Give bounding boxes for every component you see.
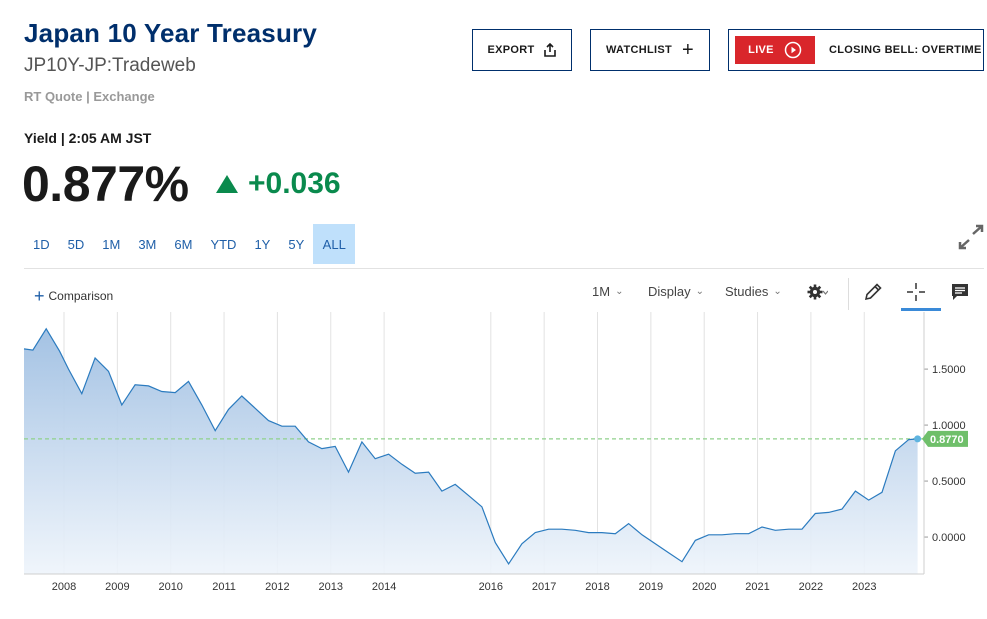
last-value-marker (914, 435, 922, 443)
export-label: EXPORT (487, 44, 535, 56)
range-5d[interactable]: 5D (67, 236, 85, 252)
x-tick-label: 2014 (372, 581, 396, 593)
chevron-down-icon: ⌄ (615, 286, 624, 297)
studies-dropdown[interactable]: Studies ⌄ (725, 284, 782, 299)
range-1d[interactable]: 1D (33, 236, 50, 252)
x-tick-label: 2022 (799, 581, 823, 593)
x-tick-label: 2013 (319, 581, 343, 593)
x-tick-label: 2020 (692, 581, 716, 593)
plus-icon: + (34, 286, 45, 306)
x-tick-label: 2019 (639, 581, 663, 593)
yield-timestamp: Yield | 2:05 AM JST (24, 130, 152, 146)
range-1y[interactable]: 1Y (254, 236, 271, 252)
interval-label: 1M (592, 284, 611, 299)
x-tick-label: 2016 (479, 581, 503, 593)
interval-dropdown[interactable]: 1M ⌄ (592, 284, 623, 299)
chevron-down-icon: ⌄ (695, 286, 705, 297)
rt-quote-label: RT Quote | Exchange (24, 89, 155, 104)
x-tick-label: 2010 (158, 581, 182, 593)
live-closing-bell-button[interactable]: LIVE CLOSING BELL: OVERTIME (728, 29, 984, 71)
crosshair-icon[interactable] (905, 281, 927, 303)
play-circle-icon (784, 41, 802, 59)
range-3m[interactable]: 3M (138, 236, 157, 252)
watchlist-button[interactable]: WATCHLIST + (590, 29, 710, 71)
price-value: 0.877% (22, 156, 189, 212)
studies-label: Studies (725, 284, 769, 299)
yield-line (23, 327, 918, 566)
display-label: Display (648, 284, 691, 299)
last-value-badge (922, 430, 968, 447)
comparison-button[interactable]: + Comparison (34, 287, 113, 305)
comparison-label: Comparison (48, 289, 114, 303)
chevron-down-icon: ⌄ (773, 286, 782, 297)
page-title: Japan 10 Year Treasury (24, 18, 318, 48)
x-tick-label: 2018 (585, 581, 609, 593)
gear-icon[interactable] (806, 281, 828, 303)
header-divider (24, 268, 984, 269)
x-axis: 2008 2009 2010 2011 2012 2013 2014 2016 2017 2018… (52, 581, 877, 593)
yield-area (24, 328, 918, 574)
time-range-selector: 1D 5D 1M 3M 6M YTD 1Y 5Y ALL (24, 224, 356, 264)
closing-bell-label: CLOSING BELL: OVERTIME (829, 44, 982, 56)
x-tick-label: 2021 (745, 581, 769, 593)
crosshair-active-indicator (901, 308, 941, 311)
watchlist-label: WATCHLIST (605, 44, 673, 56)
up-arrow-icon (216, 175, 238, 193)
display-dropdown[interactable]: Display ⌄ (648, 284, 704, 299)
pencil-icon[interactable] (862, 281, 884, 303)
comment-icon[interactable] (949, 281, 971, 303)
y-axis: 1.5000 1.0000 0.5000 0.0000 (924, 364, 966, 544)
range-ytd[interactable]: YTD (210, 236, 237, 252)
share-icon (543, 43, 556, 57)
plus-icon: + (682, 39, 695, 61)
x-tick-label: 2011 (212, 581, 236, 593)
x-tick-label: 2017 (532, 581, 556, 593)
live-label: LIVE (748, 44, 774, 56)
yield-chart[interactable]: 2008 2009 2010 2011 2012 2013 2014 2016 2017 2018… (0, 312, 987, 612)
range-1m[interactable]: 1M (102, 236, 121, 252)
toolbar-separator (848, 278, 849, 310)
symbol-subtitle: JP10Y-JP:Tradeweb (24, 55, 196, 76)
range-6m[interactable]: 6M (174, 236, 193, 252)
x-tick-label: 2009 (105, 581, 129, 593)
y-tick-label: 0.5000 (932, 476, 966, 488)
range-all[interactable]: ALL (313, 224, 356, 264)
price-change-value: +0.036 (248, 167, 341, 200)
last-value-label: 0.8770 (930, 434, 964, 446)
y-tick-label: 1.5000 (932, 364, 966, 376)
expand-icon[interactable] (957, 224, 985, 250)
y-tick-label: 1.0000 (932, 420, 966, 432)
export-button[interactable]: EXPORT (472, 29, 572, 71)
x-tick-label: 2012 (265, 581, 289, 593)
y-tick-label: 0.0000 (932, 532, 966, 544)
range-5y[interactable]: 5Y (288, 236, 305, 252)
live-badge: LIVE (735, 36, 815, 64)
price-change: +0.036 (216, 167, 341, 201)
x-tick-label: 2023 (852, 581, 876, 593)
x-tick-label: 2008 (52, 581, 76, 593)
